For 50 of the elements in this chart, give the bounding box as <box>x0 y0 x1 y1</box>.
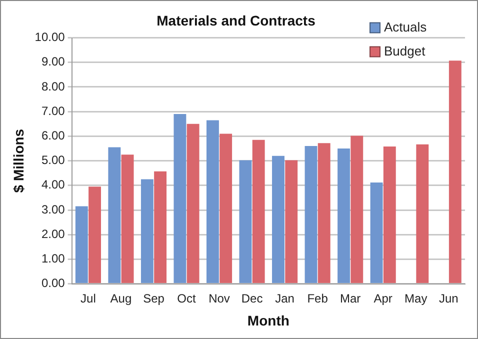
x-tick-label: Dec <box>241 291 263 306</box>
x-tick-label: Jan <box>275 291 294 306</box>
y-tick-label: 1.00 <box>41 252 66 266</box>
y-tick-label: 0.00 <box>41 276 66 290</box>
x-tick-label: Jul <box>80 291 96 306</box>
bar <box>186 124 200 284</box>
bar <box>448 60 462 284</box>
x-tick-label: Jun <box>438 291 458 306</box>
y-tick-label: 7.00 <box>41 104 66 118</box>
bar <box>121 154 134 284</box>
bar <box>140 179 154 284</box>
legend-label: Budget <box>384 43 426 58</box>
y-tick-label: 10.00 <box>34 30 66 44</box>
bar <box>174 114 186 284</box>
bar <box>370 182 383 284</box>
y-tick-label: 8.00 <box>41 79 66 94</box>
bar <box>383 146 396 284</box>
bar <box>318 143 330 284</box>
x-axis-title: Month <box>247 312 290 328</box>
bar <box>239 160 252 284</box>
y-tick-label: 3.00 <box>41 202 66 216</box>
x-tick-label: Sep <box>143 291 165 306</box>
legend-label: Actuals <box>384 19 428 34</box>
bar <box>75 206 88 284</box>
x-tick-label: Mar <box>340 291 361 306</box>
y-tick-label: 6.00 <box>41 128 66 143</box>
bar <box>338 148 350 284</box>
bar <box>206 120 219 284</box>
bar <box>252 140 265 284</box>
chart-title: Materials and Contracts <box>156 12 316 28</box>
bar <box>350 136 364 284</box>
y-tick-label: 2.00 <box>41 226 66 241</box>
bar <box>220 134 232 284</box>
bar <box>154 171 167 284</box>
x-tick-label: Apr <box>374 291 392 306</box>
y-tick-label: 9.00 <box>41 54 66 69</box>
bar <box>416 144 429 284</box>
x-tick-label: Aug <box>110 291 132 306</box>
bar <box>304 146 318 284</box>
bar <box>285 160 298 284</box>
bar <box>88 186 101 284</box>
y-axis-title: $ Millions <box>10 128 26 193</box>
bar <box>108 147 121 284</box>
bar <box>272 156 284 284</box>
x-tick-label: Feb <box>307 291 328 306</box>
y-tick-label: 5.00 <box>41 153 66 168</box>
x-tick-label: Nov <box>208 291 230 306</box>
y-tick-label: 4.00 <box>41 178 66 192</box>
x-tick-label: May <box>404 291 428 306</box>
x-tick-label: Oct <box>177 291 196 306</box>
